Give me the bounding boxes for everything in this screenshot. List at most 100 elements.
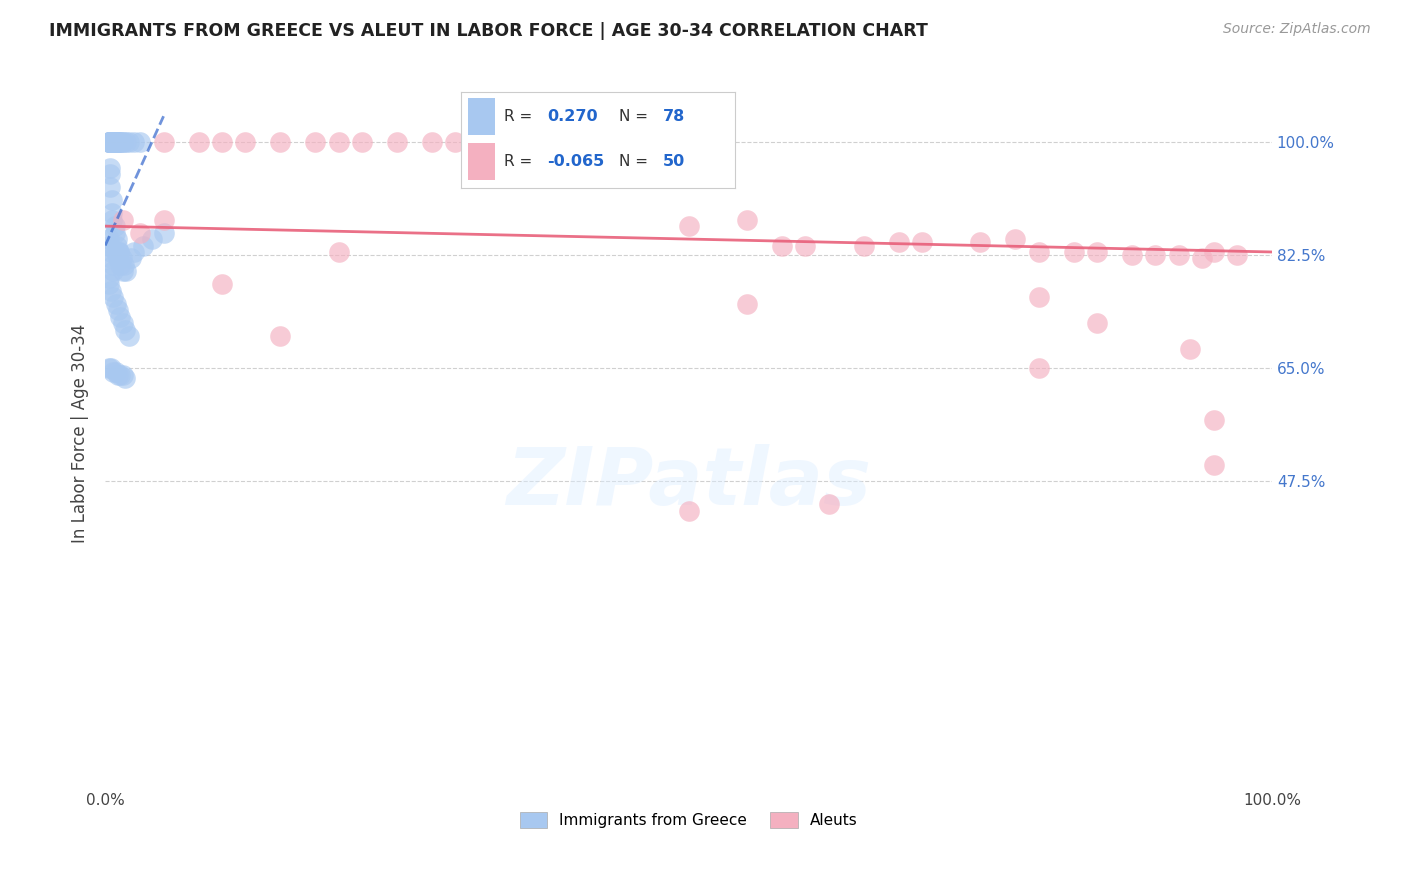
Point — [1085, 316, 1108, 330]
Point — [129, 135, 152, 149]
Point — [107, 252, 129, 266]
Point — [269, 135, 291, 149]
Point — [103, 135, 125, 149]
Point — [98, 161, 121, 175]
Point — [817, 497, 839, 511]
Point — [112, 258, 135, 272]
Point — [110, 135, 132, 149]
Point — [110, 310, 132, 324]
Point — [110, 252, 132, 266]
Point — [152, 212, 174, 227]
Point — [1004, 232, 1026, 246]
Point — [110, 135, 132, 149]
Point — [104, 135, 127, 149]
Point — [115, 135, 138, 149]
Point — [502, 135, 524, 149]
Point — [1202, 458, 1225, 473]
Point — [187, 135, 209, 149]
Point — [97, 135, 120, 149]
Point — [103, 135, 125, 149]
Point — [1226, 248, 1249, 262]
Point — [1028, 361, 1050, 376]
Point — [101, 212, 124, 227]
Point — [152, 135, 174, 149]
Point — [678, 503, 700, 517]
Point — [103, 258, 125, 272]
Point — [1167, 248, 1189, 262]
Point — [124, 135, 146, 149]
Point — [100, 135, 122, 149]
Point — [100, 135, 122, 149]
Point — [108, 244, 131, 259]
Point — [1121, 248, 1143, 262]
Point — [328, 244, 350, 259]
Point — [97, 361, 120, 376]
Point — [114, 322, 136, 336]
Point — [104, 296, 127, 310]
Point — [100, 284, 122, 298]
Point — [115, 264, 138, 278]
Point — [104, 244, 127, 259]
Point — [97, 270, 120, 285]
Point — [103, 135, 125, 149]
Point — [103, 135, 125, 149]
Point — [1028, 244, 1050, 259]
Point — [100, 252, 122, 266]
Point — [100, 244, 122, 259]
Point — [1085, 244, 1108, 259]
Point — [211, 277, 233, 292]
Point — [98, 168, 121, 182]
Point — [111, 368, 134, 382]
Point — [141, 232, 163, 246]
Point — [1202, 413, 1225, 427]
Point — [152, 226, 174, 240]
Point — [111, 212, 134, 227]
Point — [678, 219, 700, 233]
Point — [1202, 244, 1225, 259]
Point — [350, 135, 373, 149]
Point — [110, 368, 132, 382]
Point — [103, 290, 125, 304]
Point — [654, 135, 676, 149]
Point — [111, 135, 134, 149]
Point — [537, 135, 560, 149]
Point — [105, 232, 128, 246]
Point — [117, 329, 139, 343]
Point — [211, 135, 233, 149]
Point — [385, 135, 408, 149]
Point — [304, 135, 326, 149]
Point — [1063, 244, 1085, 259]
Point — [735, 212, 758, 227]
Point — [969, 235, 991, 250]
Point — [97, 238, 120, 252]
Point — [107, 135, 129, 149]
Point — [105, 238, 128, 252]
Y-axis label: In Labor Force | Age 30-34: In Labor Force | Age 30-34 — [72, 324, 89, 542]
Point — [101, 194, 124, 208]
Point — [107, 135, 129, 149]
Point — [104, 365, 127, 379]
Legend: Immigrants from Greece, Aleuts: Immigrants from Greece, Aleuts — [513, 806, 863, 834]
Text: IMMIGRANTS FROM GREECE VS ALEUT IN LABOR FORCE | AGE 30-34 CORRELATION CHART: IMMIGRANTS FROM GREECE VS ALEUT IN LABOR… — [49, 22, 928, 40]
Point — [103, 264, 125, 278]
Point — [100, 361, 122, 376]
Point — [1028, 290, 1050, 304]
Point — [735, 296, 758, 310]
Point — [120, 252, 142, 266]
Point — [104, 135, 127, 149]
Point — [103, 219, 125, 233]
Point — [97, 135, 120, 149]
Point — [100, 135, 122, 149]
Point — [101, 206, 124, 220]
Point — [103, 135, 125, 149]
Point — [114, 371, 136, 385]
Point — [97, 277, 120, 292]
Point — [124, 244, 146, 259]
Point — [104, 135, 127, 149]
Point — [269, 329, 291, 343]
Point — [110, 258, 132, 272]
Point — [108, 244, 131, 259]
Point — [107, 135, 129, 149]
Point — [1180, 342, 1202, 356]
Point — [328, 135, 350, 149]
